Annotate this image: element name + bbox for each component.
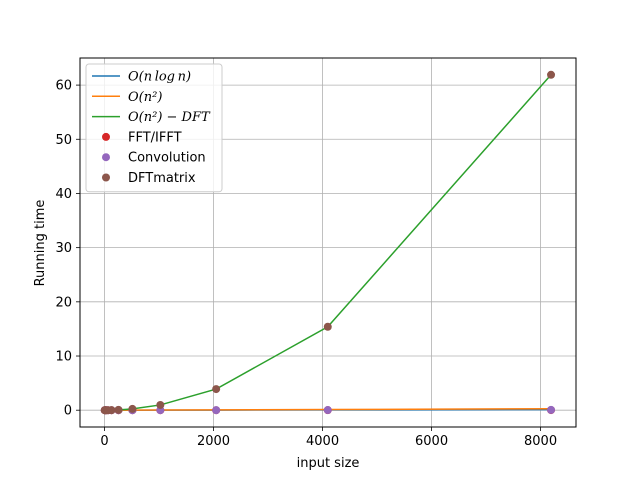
x-tick-label: 8000	[524, 434, 557, 449]
x-axis-label: input size	[297, 456, 360, 471]
y-tick-label: 20	[55, 295, 72, 310]
x-tick-label: 2000	[197, 434, 230, 449]
legend-label: DFTmatrix	[128, 171, 196, 186]
legend-marker-swatch	[102, 132, 110, 141]
legend-marker-swatch	[102, 153, 110, 162]
y-tick-label: 30	[55, 241, 72, 256]
legend-label: O(n²) − DFT	[128, 110, 211, 125]
plot-data	[100, 70, 556, 415]
legend-marker-swatch	[102, 173, 110, 182]
data-point	[547, 405, 556, 414]
y-axis-label: Running time	[33, 200, 48, 287]
legend-label: O(n log n)	[128, 70, 191, 85]
data-point	[114, 405, 123, 414]
x-tick-label: 0	[100, 434, 108, 449]
y-tick-label: 0	[64, 404, 72, 419]
data-point	[323, 406, 332, 415]
legend-label: O(n²)	[128, 90, 162, 105]
x-tick-label: 6000	[415, 434, 448, 449]
data-point	[547, 70, 556, 79]
legend-label: FFT/IFFT	[128, 130, 182, 145]
legend-label: Convolution	[128, 151, 206, 166]
x-tick-label: 4000	[306, 434, 339, 449]
data-point	[212, 406, 221, 415]
data-point	[107, 406, 116, 415]
axis-ticks: 0 2000 4000 6000 8000 0 10 20 30 40 50 60	[55, 79, 557, 449]
data-point	[212, 385, 221, 394]
plot-frame	[79, 57, 577, 428]
data-point	[323, 322, 332, 331]
y-tick-label: 60	[55, 79, 72, 94]
data-point	[128, 404, 137, 413]
y-tick-label: 50	[55, 133, 72, 148]
legend: O(n log n) O(n²) O(n²) − DFT FFT/IFFT Convol…	[85, 63, 223, 193]
y-tick-label: 10	[55, 350, 72, 365]
y-tick-label: 40	[55, 187, 72, 202]
data-point	[156, 400, 165, 409]
